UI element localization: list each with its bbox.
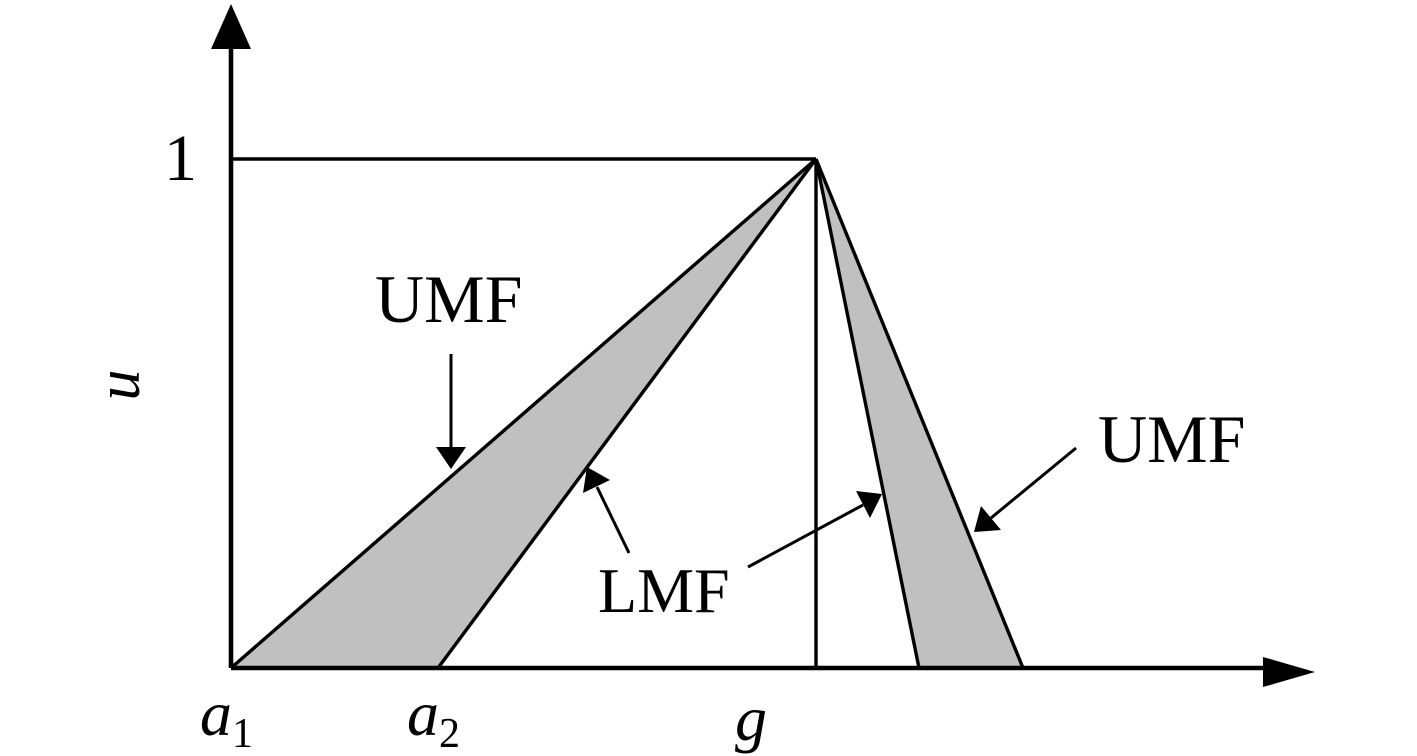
svg-text:g: g	[735, 683, 767, 754]
svg-text:a1: a1	[200, 678, 253, 756]
svg-text:u: u	[85, 370, 153, 401]
svg-text:UMF: UMF	[1098, 401, 1245, 477]
svg-text:UMF: UMF	[375, 261, 522, 337]
svg-text:1: 1	[164, 122, 197, 195]
svg-text:a2: a2	[407, 678, 460, 756]
svg-text:LMF: LMF	[598, 555, 730, 626]
